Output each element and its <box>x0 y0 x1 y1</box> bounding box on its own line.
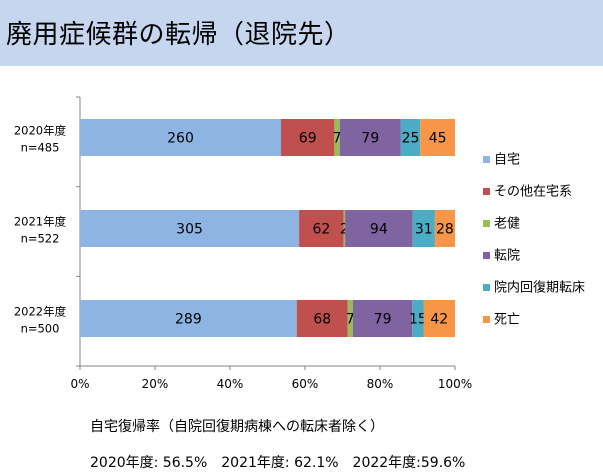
category-label: 2021年度 <box>14 215 67 229</box>
stacked-bar-chart: 0% 20% 40% 60% 80% 100% 260 69 7 79 25 45 2020年度 n=48… <box>14 96 585 391</box>
bar-segment <box>80 210 300 247</box>
legend-label: 転院 <box>494 249 520 264</box>
legend-swatch <box>483 316 490 323</box>
bar-segment <box>347 300 353 337</box>
home-return-rate-values: 2020年度: 56.5% 2021年度: 62.1% 2022年度:59.6% <box>90 455 466 471</box>
category-label: n=485 <box>21 141 60 155</box>
bar-segment <box>412 210 435 247</box>
legend-label: 院内回復期転床 <box>494 280 585 296</box>
title-band: 廃用症候群の転帰（退院先） <box>0 0 603 66</box>
legend-swatch <box>483 156 490 163</box>
legend-swatch <box>483 220 490 227</box>
category-label: 2020年度 <box>14 124 67 138</box>
bar-segment <box>420 119 455 156</box>
legend-swatch <box>483 284 490 291</box>
bar-segment <box>80 119 282 156</box>
data-label: 69 <box>299 131 317 147</box>
bar-segment <box>281 119 335 156</box>
bar-segment <box>434 210 455 247</box>
bar-segment <box>400 119 421 156</box>
data-label: 7 <box>333 131 342 147</box>
data-label: 25 <box>402 131 420 147</box>
data-label: 94 <box>370 222 388 238</box>
data-label: 42 <box>430 312 448 328</box>
data-label: 260 <box>167 131 194 147</box>
data-label: 79 <box>361 131 379 147</box>
data-label: 2 <box>340 222 349 238</box>
bar-segment <box>343 210 346 247</box>
legend-label: その他在宅系 <box>494 185 572 200</box>
bar-segment <box>299 210 344 247</box>
legend-label: 死亡 <box>494 313 520 328</box>
x-tick-label: 60% <box>292 377 319 391</box>
bar-segment <box>423 300 455 337</box>
x-tick-label: 20% <box>142 377 169 391</box>
x-tick-label: 80% <box>367 377 394 391</box>
bar-segment <box>345 210 413 247</box>
data-label: 45 <box>429 131 447 147</box>
category-label: 2022年度 <box>14 305 67 319</box>
legend-label: 自宅 <box>494 153 520 168</box>
bar-segment <box>339 119 401 156</box>
page-title: 廃用症候群の転帰（退院先） <box>6 20 351 50</box>
legend-swatch <box>483 252 490 259</box>
data-label: 31 <box>415 222 433 238</box>
home-return-rate-label: 自宅復帰率（自院回復期病棟への転床者除く） <box>90 419 384 435</box>
data-label: 62 <box>312 222 330 238</box>
data-label: 28 <box>436 222 454 238</box>
x-tick-label: 0% <box>70 377 89 391</box>
data-label: 79 <box>374 312 392 328</box>
legend-label: 老健 <box>494 217 520 232</box>
bar-segment <box>296 300 348 337</box>
data-label: 15 <box>409 312 427 328</box>
bar-segment <box>412 300 424 337</box>
data-label: 289 <box>175 312 202 328</box>
data-label: 305 <box>176 222 203 238</box>
legend-swatch <box>483 188 490 195</box>
bar-segment <box>80 300 297 337</box>
data-label: 7 <box>346 312 355 328</box>
category-label: n=522 <box>21 232 60 246</box>
bar-segment <box>353 300 413 337</box>
data-label: 68 <box>313 312 331 328</box>
category-label: n=500 <box>21 322 60 336</box>
x-tick-label: 100% <box>438 377 472 391</box>
bar-segment <box>334 119 340 156</box>
x-tick-label: 40% <box>217 377 244 391</box>
